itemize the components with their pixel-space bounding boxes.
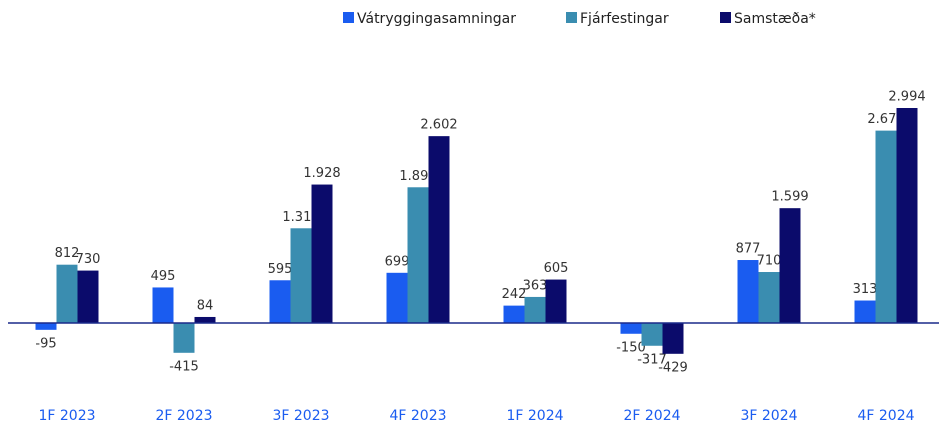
data-label: 605 xyxy=(544,261,569,276)
data-label: -429 xyxy=(658,360,688,375)
bar xyxy=(854,300,876,323)
bar xyxy=(428,136,450,323)
bar xyxy=(737,260,759,323)
bar xyxy=(503,305,525,323)
data-label: -415 xyxy=(169,359,199,374)
x-tick-label: 4F 2024 xyxy=(857,408,914,424)
data-label: -150 xyxy=(616,340,646,355)
data-label: 812 xyxy=(55,246,80,261)
legend-label: Vátryggingasamningar xyxy=(357,11,516,27)
data-label: 710 xyxy=(757,254,782,269)
bar xyxy=(620,323,642,334)
data-label: 1.319 xyxy=(282,210,319,225)
data-label: 730 xyxy=(76,252,101,267)
bar xyxy=(779,208,801,323)
x-tick-label: 1F 2023 xyxy=(38,408,95,424)
data-label: 2.602 xyxy=(420,118,457,133)
data-label: 1.599 xyxy=(771,190,808,205)
bar xyxy=(173,323,195,353)
data-label: 363 xyxy=(523,278,548,293)
data-label: 242 xyxy=(502,287,527,302)
bar xyxy=(56,264,78,323)
bar xyxy=(641,323,663,346)
data-label: 2.679 xyxy=(867,112,904,127)
bar xyxy=(875,130,897,323)
data-label: 313 xyxy=(853,282,878,297)
data-label: -317 xyxy=(637,352,667,367)
data-label: 1.890 xyxy=(399,169,436,184)
bar xyxy=(269,280,291,323)
bar xyxy=(758,272,780,323)
bar xyxy=(77,270,99,323)
bar xyxy=(896,108,918,323)
legend-swatch xyxy=(343,12,354,23)
bar xyxy=(386,272,408,323)
bar xyxy=(290,228,312,323)
bar xyxy=(35,323,57,330)
bar xyxy=(311,184,333,323)
bar xyxy=(407,187,429,323)
data-label: 1.928 xyxy=(303,166,340,181)
bar xyxy=(152,287,174,323)
data-label: -95 xyxy=(35,336,56,351)
data-label: 595 xyxy=(268,262,293,277)
legend-swatch xyxy=(720,12,731,23)
x-tick-label: 1F 2024 xyxy=(506,408,563,424)
bar xyxy=(545,279,567,323)
data-label: 877 xyxy=(736,242,761,257)
x-tick-label: 3F 2024 xyxy=(740,408,797,424)
data-label: 2.994 xyxy=(888,90,925,105)
x-tick-label: 4F 2023 xyxy=(389,408,446,424)
data-label: 699 xyxy=(385,254,410,269)
data-label: 495 xyxy=(151,269,176,284)
x-tick-label: 2F 2024 xyxy=(623,408,680,424)
x-tick-label: 2F 2023 xyxy=(155,408,212,424)
bar xyxy=(194,316,216,323)
legend-label: Samstæða* xyxy=(734,11,816,27)
bar xyxy=(524,296,546,323)
data-label: 84 xyxy=(197,298,214,313)
legend-swatch xyxy=(566,12,577,23)
legend-label: Fjárfestingar xyxy=(580,11,669,27)
x-tick-label: 3F 2023 xyxy=(272,408,329,424)
bar xyxy=(662,323,684,354)
